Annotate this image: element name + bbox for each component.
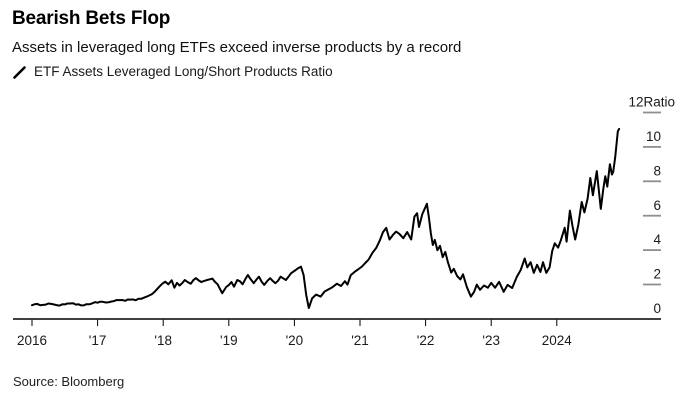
y-tick-dash (643, 180, 661, 183)
x-tick-label: 2024 (542, 333, 573, 348)
series-line (31, 127, 621, 309)
y-tick-label: 8 (653, 163, 661, 178)
y-tick-dash (643, 214, 661, 217)
legend-label: ETF Assets Leveraged Long/Short Products… (34, 64, 333, 79)
y-tick-label: 0 (653, 301, 661, 316)
x-tick-label: '20 (286, 333, 304, 348)
y-tick-dash (643, 249, 661, 251)
y-tick-label: 4 (653, 232, 661, 247)
x-tick-label: 2016 (17, 333, 47, 348)
x-tick-label: '21 (351, 333, 369, 348)
legend: ETF Assets Leveraged Long/Short Products… (13, 64, 333, 80)
y-axis-max-and-unit-label: 12Ratio (628, 95, 675, 110)
source-note: Source: Bloomberg (13, 374, 125, 389)
chart-subtitle: Assets in leveraged long ETFs exceed inv… (12, 39, 462, 56)
y-tick-dash (643, 283, 661, 286)
line-series-slash-icon (13, 65, 26, 79)
page-title: Bearish Bets Flop (12, 8, 171, 29)
x-tick-label: '22 (417, 333, 435, 348)
x-tick-label: '23 (482, 333, 500, 348)
y-tick-label: 6 (653, 198, 661, 213)
y-tick-dash (643, 111, 661, 114)
x-tick-label: '17 (89, 333, 107, 348)
y-tick-label: 2 (653, 267, 661, 282)
y-tick-label: 10 (646, 129, 661, 144)
x-tick-label: '19 (220, 333, 238, 348)
y-tick-dash (643, 146, 661, 148)
x-tick-label: '18 (154, 333, 172, 348)
